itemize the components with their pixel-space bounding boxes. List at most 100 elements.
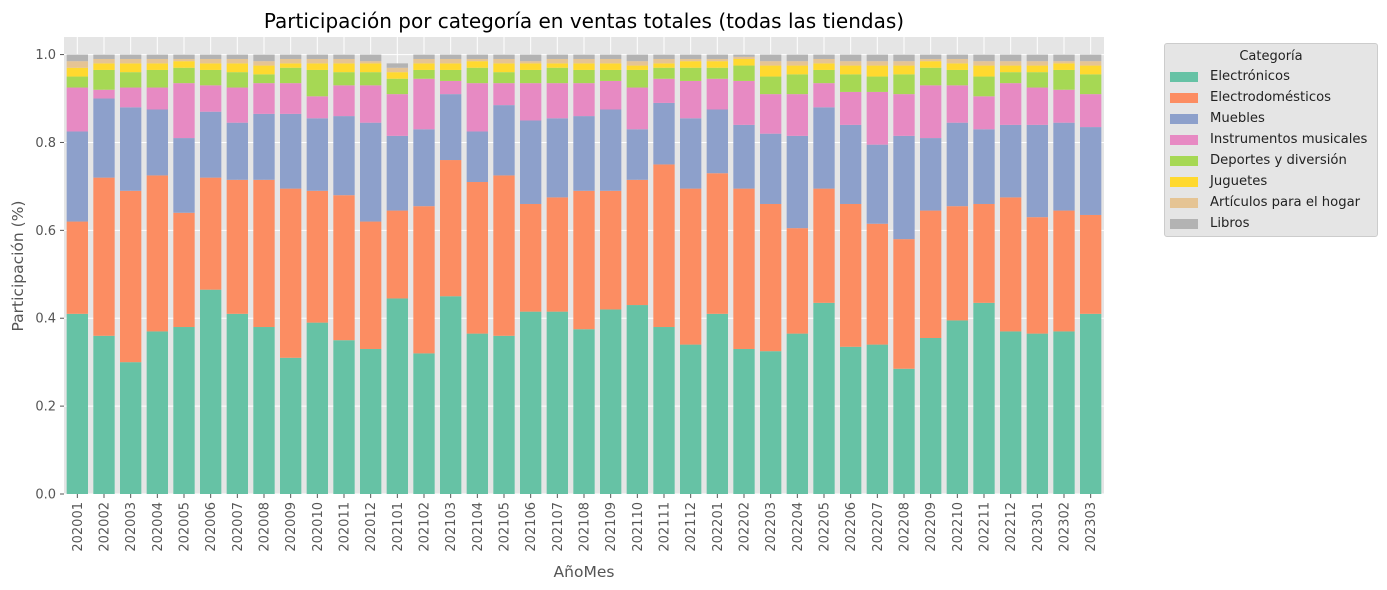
bar-segment	[920, 54, 942, 59]
legend-swatch	[1170, 218, 1198, 229]
bar-segment	[226, 58, 248, 64]
bar-segment	[1053, 89, 1075, 123]
bar-segment	[280, 63, 302, 68]
x-tick-label: 202012	[364, 502, 379, 552]
bar-segment	[440, 296, 462, 494]
bar-segment	[120, 58, 142, 64]
bar-segment	[200, 85, 222, 112]
bar-segment	[546, 311, 568, 494]
x-tick-label: 202110	[631, 502, 646, 552]
bar-segment	[680, 344, 702, 494]
bar-segment	[866, 54, 888, 62]
bar-segment	[840, 65, 862, 75]
bar-segment	[1053, 61, 1075, 64]
legend-swatch	[1170, 155, 1198, 166]
bar-segment	[1080, 54, 1102, 62]
bar-segment	[466, 61, 488, 68]
bar-segment	[733, 80, 755, 125]
bar-segment	[760, 76, 782, 95]
bar-segment	[333, 72, 355, 86]
bar-segment	[306, 63, 328, 70]
bar-segment	[360, 61, 382, 64]
bar-segment	[520, 83, 542, 121]
bar-segment	[200, 58, 222, 64]
bar-segment	[706, 173, 728, 314]
bar-segment	[653, 164, 675, 328]
legend-label: Muebles	[1210, 111, 1265, 126]
bar-segment	[520, 311, 542, 494]
bar-segment	[280, 54, 302, 59]
bar-segment	[680, 80, 702, 119]
x-axis-label: AñoMes	[554, 563, 615, 581]
bar-segment	[706, 313, 728, 494]
bar-segment	[173, 67, 195, 84]
legend-item: Muebles	[1167, 108, 1265, 129]
bar-segment	[306, 190, 328, 323]
bar-segment	[786, 135, 808, 229]
bar-segment	[573, 116, 595, 191]
bar-segment	[866, 61, 888, 66]
bar-segment	[226, 72, 248, 88]
bar-segment	[893, 239, 915, 369]
bar-segment	[733, 56, 755, 59]
bar-segment	[146, 58, 168, 64]
bar-segment	[200, 63, 222, 70]
bar-segment	[840, 124, 862, 204]
bar-segment	[386, 298, 408, 494]
y-tick-label: 0.4	[35, 312, 56, 327]
bar-segment	[66, 76, 88, 88]
bar-segment	[1000, 331, 1022, 494]
bar-segment	[413, 69, 435, 79]
bar-segment	[600, 63, 622, 70]
bar-segment	[813, 63, 835, 70]
x-tick-label: 202211	[978, 502, 993, 552]
bar-segment	[413, 129, 435, 207]
bar-segment	[520, 54, 542, 62]
x-tick-label: 202109	[604, 502, 619, 552]
bar-segment	[733, 65, 755, 81]
bar-segment	[93, 335, 115, 494]
bar-segment	[493, 175, 515, 336]
bar-segment	[280, 58, 302, 64]
bar-segment	[680, 118, 702, 189]
bar-segment	[146, 331, 168, 494]
bar-segment	[653, 78, 675, 103]
bar-segment	[66, 61, 88, 68]
bar-segment	[1053, 63, 1075, 70]
bar-segment	[653, 327, 675, 494]
bar-segment	[600, 109, 622, 191]
bar-segment	[1000, 65, 1022, 73]
bar-segment	[573, 69, 595, 84]
bar-segment	[626, 65, 648, 70]
bar-segment	[866, 91, 888, 145]
bar-segment	[93, 63, 115, 70]
bar-segment	[306, 58, 328, 64]
bar-segment	[226, 54, 248, 59]
legend-swatch	[1170, 92, 1198, 103]
bar-segment	[466, 83, 488, 132]
bar-segment	[93, 89, 115, 99]
legend-label: Artículos para el hogar	[1210, 195, 1361, 210]
bar-segment	[93, 69, 115, 90]
bar-segment	[866, 344, 888, 494]
bar-segment	[546, 118, 568, 198]
bar-segment	[973, 203, 995, 303]
bar-segment	[360, 348, 382, 494]
bar-segment	[360, 54, 382, 62]
bar-segment	[840, 91, 862, 125]
x-tick-label: 202105	[498, 502, 513, 552]
bar-segment	[200, 111, 222, 178]
bar-segment	[866, 65, 888, 77]
bar-segment	[493, 54, 515, 59]
bar-segment	[946, 320, 968, 494]
bar-segment	[253, 74, 275, 84]
bar-segment	[93, 54, 115, 59]
bar-segment	[466, 67, 488, 84]
x-tick-label: 202205	[818, 502, 833, 552]
x-tick-label: 202107	[551, 502, 566, 552]
bar-segment	[306, 69, 328, 97]
bar-segment	[866, 144, 888, 224]
bar-segment	[866, 76, 888, 92]
bar-segment	[946, 206, 968, 321]
